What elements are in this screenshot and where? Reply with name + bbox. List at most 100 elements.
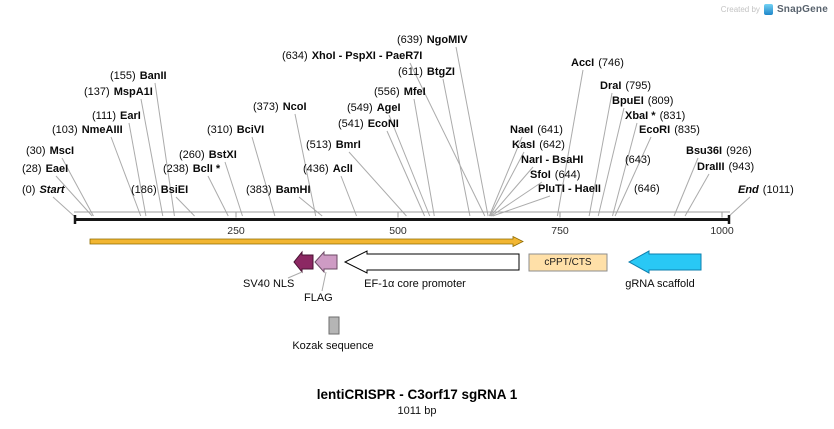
grna-scaffold-arrow[interactable] [627,250,702,274]
site-name: PluTI - HaeII [538,183,601,195]
site-name: DraIII [697,161,725,173]
site-position: (611) [398,66,423,78]
site-label-naei[interactable]: NaeI (641) [510,124,563,137]
site-position: (639) [397,34,423,46]
site-label-ncoi[interactable]: (373) NcoI [253,101,307,114]
ruler-tick-label: 1000 [710,225,734,237]
site-label-bcivi[interactable]: (310) BciVI [207,124,264,137]
site-leader-line [488,136,523,217]
site-label-bstxi[interactable]: (260) BstXI [179,149,237,162]
site-label-bcli[interactable]: (238) BclI * [163,163,220,176]
site-name: SfoI [530,169,551,181]
site-position: (549) [347,102,373,114]
feature-label-sv40-nls[interactable]: SV40 NLS [243,278,295,290]
site-label-acli[interactable]: (436) AclI [303,163,353,176]
site-name: BclI * [192,163,221,175]
site-name: BciVI [236,124,265,136]
snapgene-logo-icon [763,4,773,15]
site-label-drai[interactable]: DraI (795) [600,80,651,93]
site-label-start[interactable]: (0) Start [22,184,65,197]
site-position: (111) [92,110,117,122]
site-label-econi[interactable]: (541) EcoNI [338,118,399,131]
cppt-cts-box[interactable] [528,253,608,272]
site-position: (541) [338,118,364,130]
site-label-bsu36i[interactable]: Bsu36I (926) [686,145,752,158]
feature-label-grna-scaffold[interactable]: gRNA scaffold [625,278,695,290]
site-leader-line [409,62,486,217]
ef1a-core-promoter-arrow[interactable] [343,250,520,274]
site-position: (186) [131,184,157,196]
site-leader-line [455,46,489,217]
site-label-xbai[interactable]: XbaI * (831) [625,110,685,123]
site-name: AgeI [376,102,401,114]
site-label-draiii[interactable]: DraIII (943) [697,161,754,174]
site-label-ngomiv[interactable]: (639) NgoMIV [397,34,468,47]
site-position: (831) [659,110,686,122]
site-label-mfei[interactable]: (556) MfeI [374,86,426,99]
site-label-bmri[interactable]: (513) BmrI [306,139,361,152]
site-leader-line [251,136,276,217]
site-label-agei[interactable]: (549) AgeI [347,102,401,115]
site-leader-line [110,136,142,217]
site-name: NcoI [282,101,307,113]
site-name: End [738,184,759,196]
site-label-end[interactable]: End (1011) [738,184,794,197]
site-label-banii[interactable]: (155) BanII [110,70,167,83]
site-name: XbaI * [625,110,656,122]
feature-label-flag[interactable]: FLAG [304,292,333,304]
brand-watermark: Created by SnapGene [721,4,828,15]
site-leader-line [492,195,551,217]
site-label-bamhi[interactable]: (383) BamHI [246,184,311,197]
site-leader-line [224,161,243,217]
site-label-xhoi-pspxi-paer7i[interactable]: (634) XhoI - PspXI - PaeR7I [282,50,422,63]
site-name: EaeI [45,163,69,175]
construct-span-arrow[interactable] [89,235,524,248]
sv40-nls-arrow[interactable] [293,250,314,274]
site-name: DraI [600,80,622,92]
site-leader-line [684,173,710,217]
site-name: EcoNI [367,118,399,130]
site-label-bpuei[interactable]: BpuEI (809) [612,95,673,108]
site-position: (556) [374,86,400,98]
feature-label-kozak-sequence[interactable]: Kozak sequence [292,340,374,352]
site-leader-line [588,92,613,217]
site-leader-line [55,175,93,217]
site-label-acci[interactable]: AccI (746) [571,57,624,70]
site-name: EcoRI [639,124,671,136]
site-leader-line [348,151,407,217]
site-label-bsiei[interactable]: (186) BsiEI [131,184,188,197]
site-label-msci[interactable]: (30) MscI [26,145,74,158]
feature-label-ef1a-core-promoter[interactable]: EF-1α core promoter [364,278,466,290]
site-position: (373) [253,101,279,113]
site-label-eari[interactable]: (111) EarI [92,110,141,123]
site-leader-line [175,196,195,217]
kozak-sequence-box[interactable] [328,316,340,335]
site-label-sfoi[interactable]: SfoI (644) [530,169,580,182]
site-label-nmeaiii[interactable]: (103) NmeAIII [52,124,123,137]
site-name: BamHI [275,184,311,196]
site-name: BmrI [335,139,361,151]
site-label-ecori[interactable]: EcoRI (835) [639,124,700,137]
site-leader-line [340,175,357,217]
site-position: (643) [625,154,651,166]
site-label-mspa1i[interactable]: (137) MspA1I [84,86,153,99]
site-name: MfeI [403,86,426,98]
site-name: AclI [332,163,353,175]
flag-arrow[interactable] [314,250,338,274]
site-name: XhoI - PspXI - PaeR7I [311,50,423,62]
site-label-btgzi[interactable]: (611) BtgZI [398,66,455,79]
site-label-nari-bsahi[interactable]: NarI - BsaHI (643) [521,154,651,167]
site-position: (137) [84,86,110,98]
site-leader-line [52,196,75,217]
feature-label-cppt-cts[interactable]: cPPT/CTS [544,257,592,268]
title-block: lentiCRISPR - C3orf17 sgRNA 1 1011 bp [0,387,834,417]
site-label-kasi[interactable]: KasI (642) [512,139,565,152]
site-name: BtgZI [426,66,455,78]
site-leader-line [728,196,751,217]
site-name: Bsu36I [686,145,723,157]
site-label-eaei[interactable]: (28) EaeI [22,163,68,176]
site-label-pluti-haeii[interactable]: PluTI - HaeII (646) [538,183,660,196]
site-leader-line [294,113,317,217]
site-leader-line [673,157,699,217]
site-position: (646) [634,183,660,195]
